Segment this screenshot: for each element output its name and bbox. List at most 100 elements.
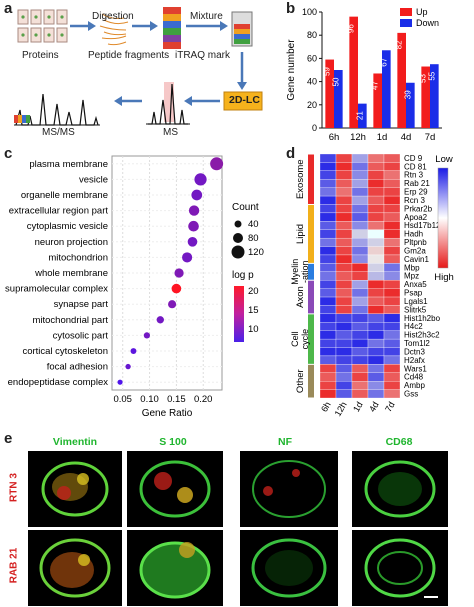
group-bar (308, 263, 314, 280)
logp-legend-title: log p (232, 270, 254, 281)
heatmap-cell (351, 347, 369, 357)
heatmap-cell (351, 389, 369, 399)
heatmap-cell (319, 389, 337, 399)
heatmap-cell (383, 204, 401, 214)
bar-value-label: 82 (395, 40, 404, 49)
label-2d-lc: 2D-LC (229, 94, 260, 106)
dot (210, 157, 224, 171)
count-legend-dot (234, 220, 242, 228)
bar-up (373, 73, 382, 128)
y-category-label: supramolecular complex (5, 284, 108, 295)
heatmap-cell (335, 263, 353, 272)
group-label: Exosome (295, 159, 306, 199)
gene-label: Apoa2 (404, 213, 428, 222)
group-bar (308, 364, 314, 398)
heatmap-cell (351, 229, 369, 239)
heatmap-cell (319, 204, 337, 214)
group-bar (308, 154, 314, 204)
x-tick-label: 4d (401, 132, 412, 143)
workflow-diagram (14, 7, 263, 126)
heatmap-cell (351, 187, 369, 197)
gene-label: Gss (404, 390, 418, 399)
panel-label-c: c (4, 145, 13, 162)
heatmap-cell (367, 204, 385, 214)
arrow-right-icon (186, 21, 228, 31)
column-header-s100: S 100 (159, 436, 187, 448)
gene-label: Lgals1 (404, 297, 428, 306)
count-legend-label: 40 (248, 219, 259, 230)
heatmap-cell (383, 254, 401, 264)
heatmap-cell (367, 364, 385, 373)
count-legend-dot (231, 245, 245, 259)
y-category-label: mitochondrial part (32, 315, 108, 326)
heatmap-cell (367, 389, 385, 399)
heatmap-cell (319, 263, 337, 272)
heatmap-cell (367, 237, 385, 247)
bar-down (430, 64, 439, 128)
heatmap-cell (351, 170, 369, 180)
heatmap-cell (351, 221, 369, 230)
count-legend-title: Count (232, 202, 259, 213)
ms-spectrum-icon (146, 82, 190, 125)
count-legend-dot (233, 233, 243, 243)
legend-swatch-up (400, 8, 412, 16)
heatmap-cell (319, 246, 337, 256)
gene-label: Hadh (404, 230, 423, 239)
y-category-label: mitochondrion (48, 252, 108, 263)
heatmap-cell (367, 153, 385, 163)
heatmap-cell (383, 347, 401, 357)
heatmap-cell (319, 288, 337, 298)
heatmap-cell (351, 179, 369, 188)
bar-up (421, 66, 430, 128)
dot (182, 252, 193, 263)
y-category-label: plasma membrane (29, 159, 108, 170)
dot (194, 173, 207, 186)
heatmap-cell (383, 179, 401, 188)
y-category-label: neuron projection (35, 237, 108, 248)
heatmap-cell (367, 372, 385, 382)
heatmap-cell (383, 263, 401, 272)
y-category-label: extracellular region part (9, 206, 109, 217)
group-label: -ation (300, 261, 310, 284)
arrow-down-icon (237, 52, 247, 90)
heatmap-cell (335, 204, 353, 214)
gene-label: CD 81 (404, 162, 427, 171)
x-tick-label: 1d (377, 132, 388, 143)
bar-value-label: 55 (427, 71, 436, 80)
heatmap-cell (351, 212, 369, 222)
heatmap-cell (351, 305, 369, 315)
heatmap-cell (335, 389, 353, 399)
heatmap-cell (351, 372, 369, 382)
y-tick-label: 0 (312, 123, 317, 133)
heatmap-cell (383, 313, 401, 323)
heatmap-cell (335, 195, 353, 205)
column-label: 1d (351, 400, 365, 414)
msms-spectrum-icon (14, 93, 100, 126)
heatmap-cell (319, 170, 337, 180)
x-tick-label: 12h (350, 132, 366, 143)
dot (191, 189, 203, 201)
micrograph-rtn3-vimentin (28, 451, 122, 527)
gene-label: Erp 29 (404, 188, 428, 197)
heatmap-cell (367, 330, 385, 340)
y-tick-label: 40 (307, 77, 317, 87)
heatmap-cell (335, 381, 353, 390)
y-tick-label: 80 (307, 30, 317, 40)
heatmap-cell (383, 246, 401, 256)
heatmap-cell (383, 322, 401, 331)
heatmap-cell (335, 187, 353, 197)
heatmap-cell (367, 338, 385, 348)
dot (168, 300, 177, 309)
heatmap-cell (383, 364, 401, 373)
heatmap-cell (367, 288, 385, 298)
gene-label: Rcn 3 (404, 196, 425, 205)
heatmap-cell (335, 305, 353, 315)
heatmap-cell (351, 381, 369, 390)
gene-label: H4c2 (404, 322, 423, 331)
heatmap-cell (351, 338, 369, 348)
column-header-vimentin: Vimentin (52, 436, 98, 448)
heatmap-cell (351, 246, 369, 256)
y-category-label: cytosolic part (53, 330, 109, 341)
heatmap-cell (319, 347, 337, 357)
y-tick-label: 100 (302, 7, 317, 17)
